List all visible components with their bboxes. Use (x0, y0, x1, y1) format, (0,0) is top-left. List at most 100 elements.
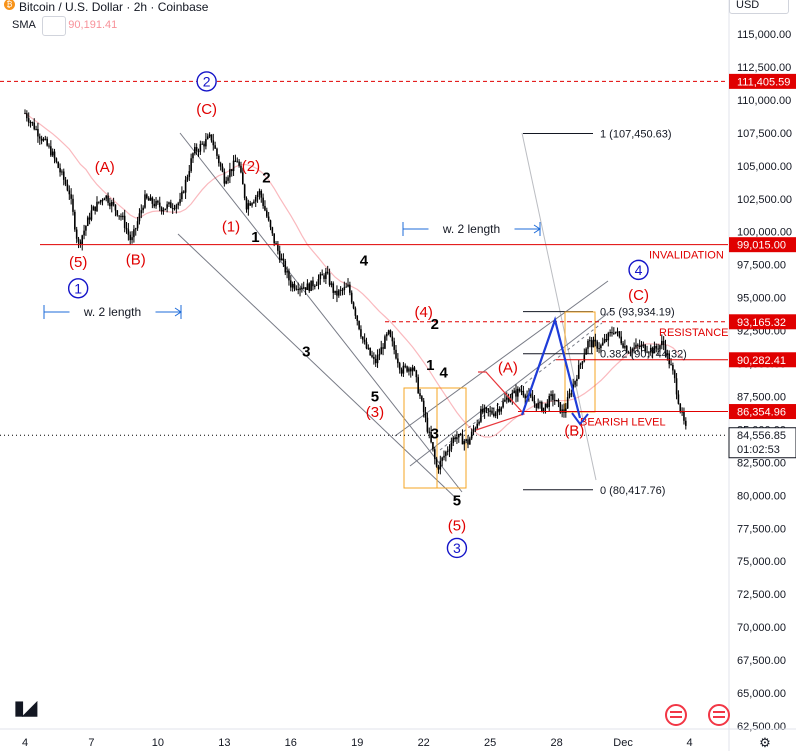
candle-body (175, 205, 178, 209)
candle-body (131, 237, 133, 241)
candle-body (101, 200, 104, 202)
candle-body (579, 363, 582, 366)
candle-body (433, 449, 436, 459)
candle-body (123, 215, 126, 228)
candle-body (559, 402, 562, 413)
candle-body (177, 203, 180, 206)
y-tick-label: 115,000.00 (737, 29, 791, 41)
candle-body (170, 202, 172, 209)
candle-body (398, 363, 401, 370)
x-tick-label: Dec (613, 737, 633, 749)
candle-body (445, 451, 447, 456)
candle-body (203, 143, 205, 147)
candle-body (92, 206, 95, 211)
candle-body (487, 408, 490, 411)
candle-body (378, 354, 381, 356)
candle-body (223, 171, 226, 184)
candle-body (415, 370, 418, 378)
candle-body (675, 378, 678, 395)
candle-body (218, 155, 220, 164)
candle-body (232, 160, 235, 172)
wave-label: (5) (448, 518, 466, 535)
candle-body (504, 399, 506, 402)
price-badge (729, 73, 796, 89)
candle-body (400, 369, 403, 374)
candles (24, 109, 687, 475)
candle-body (304, 287, 307, 290)
candle-body (42, 138, 45, 141)
candle-body (421, 396, 423, 401)
candle-body (644, 344, 646, 352)
candle-body (561, 409, 563, 413)
candle-body (347, 284, 349, 287)
candle-body (236, 161, 239, 163)
candle-body (454, 437, 456, 440)
candle-body (524, 395, 527, 399)
abc-triangle (475, 371, 526, 431)
y-tick-label: 107,500.00 (737, 128, 792, 140)
candle-body (637, 344, 639, 346)
y-tick-label: 97,500.00 (737, 260, 786, 272)
candle-body (409, 368, 412, 372)
candle-body (142, 207, 144, 211)
candle-body (387, 330, 390, 334)
candle-body (310, 280, 312, 291)
candle-body (439, 460, 442, 470)
eye-icon[interactable] (42, 16, 66, 36)
candle-body (446, 450, 449, 452)
candle-body (120, 215, 122, 218)
y-tick-label: 75,000.00 (737, 556, 786, 568)
tradingview-logo: ▮◢ (14, 698, 37, 719)
candle-body (155, 200, 157, 207)
arrow-icon (571, 412, 589, 426)
candle-body (668, 353, 670, 365)
candle-body (374, 358, 377, 364)
candle-body (422, 400, 425, 413)
candle-body (59, 167, 61, 173)
candle-body (600, 345, 602, 349)
candle-body (570, 393, 573, 395)
candle-body (166, 204, 168, 209)
candle-body (157, 200, 159, 203)
candle-body (86, 217, 89, 226)
candle-body (605, 339, 608, 341)
candle-body (273, 233, 275, 244)
candle-body (214, 145, 216, 149)
price-badge (729, 352, 796, 368)
candle-body (620, 336, 623, 344)
candle-body (511, 392, 514, 399)
candle-body (306, 283, 309, 290)
projection-line (521, 132, 597, 481)
candle-body (280, 258, 283, 261)
range-box (403, 387, 467, 489)
us-flag-stripe (670, 711, 682, 713)
candle-body (349, 284, 351, 293)
chart-title: Bitcoin / U.S. Dollar · 2h · Coinbase (19, 0, 209, 14)
x-tick-label: 19 (351, 737, 363, 749)
candle-body (105, 195, 108, 199)
price-badge (729, 314, 796, 330)
us-flag-icon[interactable] (708, 704, 730, 726)
y-tick-label: 67,500.00 (737, 655, 786, 667)
candle-body (297, 289, 299, 291)
us-flag-icon[interactable] (665, 704, 687, 726)
candle-body (90, 210, 93, 220)
candle-body (258, 190, 261, 195)
candle-body (611, 332, 613, 334)
currency-button[interactable]: USD (729, 0, 789, 14)
candle-body (627, 352, 630, 354)
candle-body (201, 143, 203, 145)
candle-body (24, 113, 26, 115)
candle-body (138, 213, 141, 222)
candle-body (197, 151, 200, 153)
wave-label: 3 (431, 425, 439, 442)
candle-body (677, 394, 680, 404)
indicator-legend[interactable]: SMA 90,191.41 (12, 16, 117, 36)
candle-body (33, 122, 36, 130)
candle-body (517, 388, 519, 397)
fib-label: 0.382 (90,744.32) (600, 349, 687, 361)
candle-body (424, 412, 427, 418)
candle-body (66, 184, 69, 191)
